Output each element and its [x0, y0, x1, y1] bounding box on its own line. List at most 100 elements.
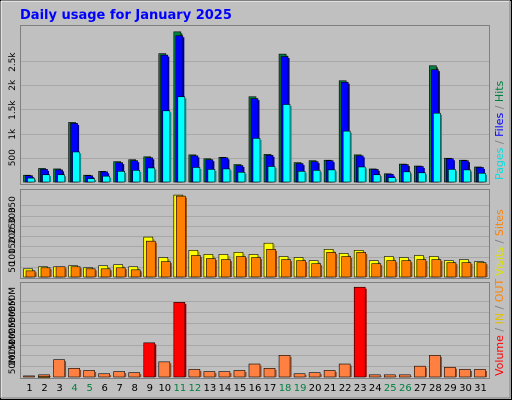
bar-volume-day-3-side	[64, 361, 67, 377]
bar-pages-day-3-side	[64, 176, 67, 182]
bar-sites-day-10-face	[160, 261, 171, 278]
x-label-day-21: 21	[324, 383, 337, 394]
bar-volume-day-20	[308, 372, 322, 378]
bar-pages-day-6-face	[102, 175, 110, 183]
bar-pages-day-22-face	[342, 130, 351, 183]
x-label-day-30: 30	[459, 383, 472, 394]
bar-sites-day-4-side	[80, 268, 82, 277]
bar-sites-day-14-face	[221, 259, 231, 278]
bar-sites-day-3-side	[65, 268, 67, 277]
bar-pages-day-5	[87, 178, 97, 183]
bar-volume-day-24	[368, 374, 382, 378]
x-label-day-24: 24	[369, 383, 382, 394]
bar-volume-day-17-side	[275, 369, 277, 377]
bar-sites-day-31-face	[476, 262, 487, 278]
bar-volume-day-19-side	[305, 375, 307, 377]
bar-volume-day-14-face	[218, 371, 231, 378]
x-label-day-20: 20	[309, 383, 322, 394]
bar-sites-day-31	[476, 262, 488, 278]
x-label-day-8: 8	[132, 383, 138, 394]
bar-volume-day-26-face	[399, 374, 411, 378]
bar-sites-day-3-face	[55, 266, 66, 278]
bar-volume-day-9-side	[154, 344, 157, 377]
x-label-day-28: 28	[429, 383, 442, 394]
bar-sites-day-30-face	[461, 262, 472, 278]
bar-sites-day-15-face	[236, 256, 246, 278]
bar-volume-day-26	[399, 374, 412, 378]
bar-sites-day-13-side	[215, 260, 217, 277]
bar-sites-day-14-side	[230, 261, 232, 277]
bar-sites-day-4-face	[70, 266, 81, 278]
bar-pages-day-19-side	[305, 172, 307, 182]
legend-mid: Visits / Sites	[493, 209, 506, 276]
bar-sites-day-26-face	[401, 260, 412, 278]
bar-sites-day-23	[356, 252, 368, 278]
bar-pages-day-2-face	[42, 174, 50, 183]
bar-sites-day-25-side	[395, 262, 398, 277]
legend-in: IN	[493, 313, 506, 324]
bar-pages-day-11-side	[184, 98, 187, 182]
bar-sites-day-1-face	[25, 270, 36, 278]
bar-sites-day-24-face	[371, 263, 382, 278]
x-label-day-29: 29	[444, 383, 457, 394]
legend-visits: Visits	[493, 247, 506, 276]
bar-volume-day-4	[68, 368, 82, 378]
bar-sites-day-2-face	[40, 267, 51, 278]
ytick-label-visits_sites-6: 350	[8, 196, 18, 213]
bar-volume-day-27-face	[414, 365, 426, 378]
bar-pages-day-30-face	[463, 169, 471, 183]
bar-sites-day-18-face	[281, 259, 291, 278]
bar-pages-day-31-side	[485, 174, 487, 182]
bar-volume-day-20-face	[308, 372, 321, 378]
bar-volume-day-19	[293, 373, 307, 378]
bar-volume-day-30	[459, 369, 472, 378]
legend-out: OUT	[493, 278, 506, 302]
ytick-label-hits_files_pages-0: 500	[8, 149, 18, 166]
bar-sites-day-8-face	[130, 269, 141, 278]
bar-sites-day-5-face	[85, 268, 96, 278]
bar-volume-day-24-face	[368, 374, 381, 378]
ytick-label-volume-3: 200M	[8, 320, 18, 345]
bar-pages-day-18	[282, 104, 292, 183]
bar-pages-day-2	[42, 174, 52, 183]
bar-pages-day-17-side	[275, 168, 277, 182]
bar-volume-day-5-side	[94, 372, 97, 377]
bar-sites-day-24-side	[380, 265, 383, 277]
bar-sites-day-17-face	[266, 249, 276, 278]
bar-pages-day-30-side	[470, 171, 472, 182]
x-label-day-26: 26	[399, 383, 412, 394]
bar-pages-day-2-side	[49, 176, 52, 182]
bar-volume-day-17-face	[263, 368, 276, 378]
bar-volume-day-6-face	[98, 373, 110, 378]
ytick-label-hits_files_pages-4: 2.5k	[8, 52, 18, 72]
bar-volume-day-15-side	[244, 372, 247, 377]
bar-sites-day-2	[40, 267, 52, 278]
bar-pages-day-13-side	[214, 170, 217, 182]
bar-sites-day-27	[416, 259, 428, 278]
bar-pages-day-10-face	[162, 110, 171, 183]
bar-sites-day-26-side	[410, 262, 413, 277]
bar-pages-day-12	[192, 167, 202, 183]
x-label-day-19: 19	[294, 383, 307, 394]
bar-sites-day-5	[85, 268, 97, 278]
bar-volume-day-25-side	[395, 376, 397, 377]
bar-sites-day-28-face	[431, 259, 442, 278]
ytick-label-volume-1: 100M	[8, 341, 18, 366]
bar-sites-day-3	[55, 266, 67, 278]
bar-sites-day-14	[221, 259, 232, 278]
bar-pages-day-22-side	[350, 132, 352, 182]
bar-pages-day-18-side	[290, 106, 292, 182]
bar-sites-day-16	[251, 257, 262, 278]
bar-sites-day-8	[130, 269, 142, 278]
bar-pages-day-13-face	[207, 169, 216, 183]
bar-sites-day-10	[160, 261, 172, 278]
bar-pages-day-24-side	[380, 176, 382, 182]
bar-pages-day-3-face	[57, 174, 65, 183]
ytick-label-volume-0: 50M	[8, 355, 18, 374]
legend-sites: Sites	[493, 209, 506, 236]
bar-volume-day-18-face	[278, 355, 291, 378]
bar-pages-day-27	[418, 172, 427, 183]
bar-pages-day-14	[222, 168, 232, 183]
